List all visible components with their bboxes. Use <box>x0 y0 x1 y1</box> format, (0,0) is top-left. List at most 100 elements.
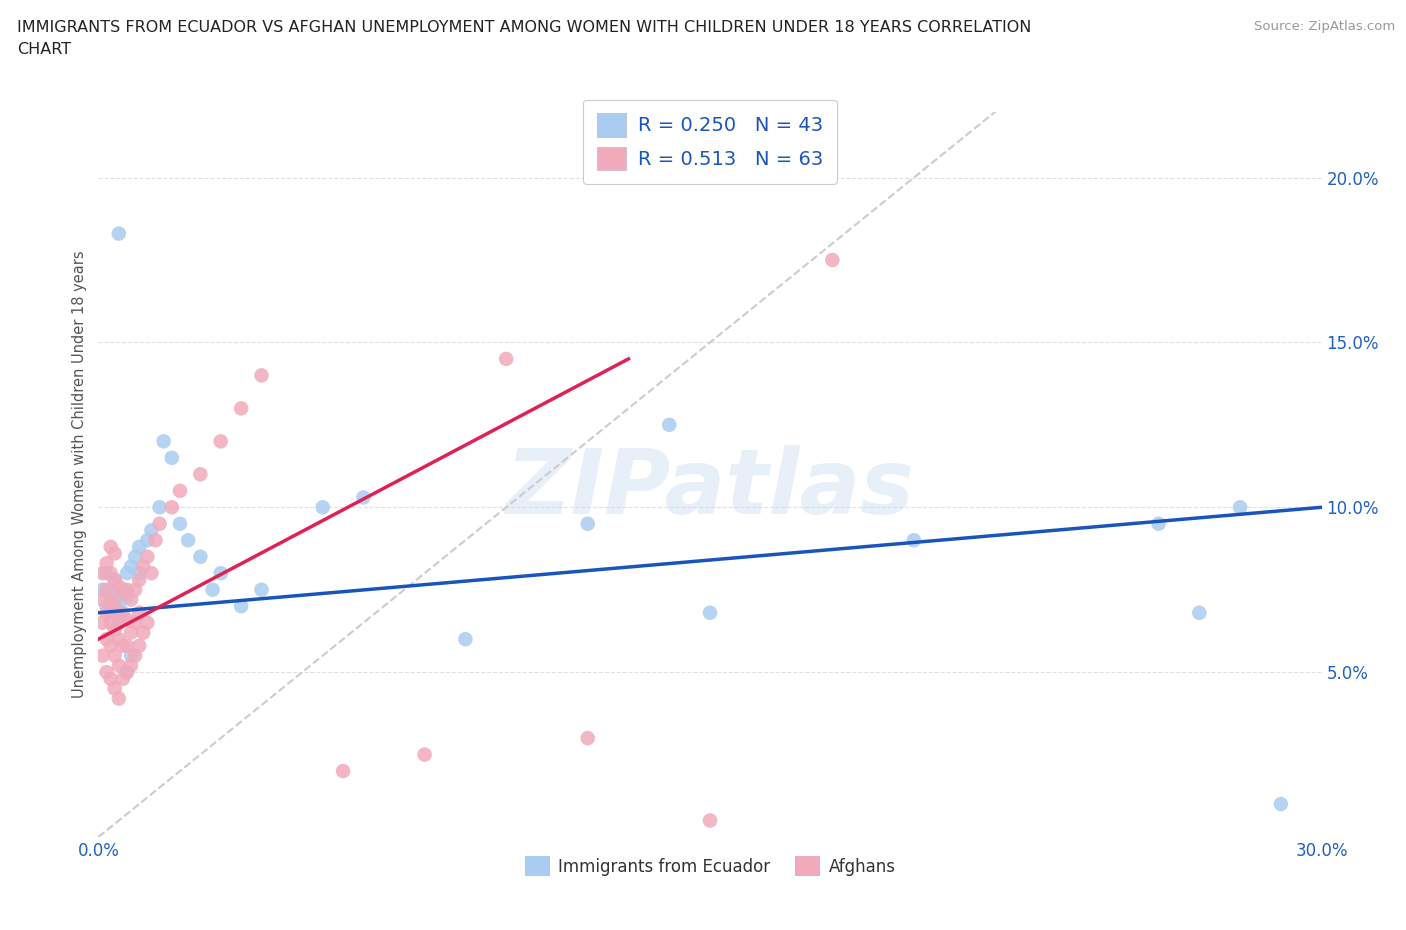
Point <box>124 582 146 597</box>
Point <box>115 665 138 680</box>
Point <box>124 648 146 663</box>
Point <box>250 582 273 597</box>
Point <box>332 764 354 778</box>
Point <box>111 612 134 627</box>
Point <box>96 605 118 620</box>
Point <box>201 582 224 597</box>
Point <box>100 616 122 631</box>
Point <box>100 638 122 653</box>
Point <box>312 499 335 514</box>
Point <box>250 368 273 383</box>
Point <box>115 582 138 597</box>
Point <box>91 616 114 631</box>
Point <box>128 638 150 653</box>
Text: ZIPatlas: ZIPatlas <box>506 445 914 533</box>
Point <box>128 565 150 580</box>
Point <box>91 648 114 663</box>
Point <box>91 565 114 580</box>
Point <box>177 533 200 548</box>
Y-axis label: Unemployment Among Women with Children Under 18 years: Unemployment Among Women with Children U… <box>72 250 87 698</box>
Point <box>100 539 122 554</box>
Point <box>96 565 118 580</box>
Point <box>128 605 150 620</box>
Point <box>120 648 142 663</box>
Point <box>100 671 122 686</box>
Point <box>115 565 138 580</box>
Point <box>111 671 134 686</box>
Point <box>576 731 599 746</box>
Point <box>132 625 155 640</box>
Point <box>136 550 159 565</box>
Point <box>108 599 131 614</box>
Point <box>111 638 134 653</box>
Point <box>495 352 517 366</box>
Point <box>96 599 118 614</box>
Point <box>104 648 127 663</box>
Point <box>699 813 721 828</box>
Point <box>576 516 599 531</box>
Point <box>104 572 127 587</box>
Point <box>120 625 142 640</box>
Text: CHART: CHART <box>17 42 70 57</box>
Point <box>124 616 146 631</box>
Point <box>699 605 721 620</box>
Point <box>108 658 131 673</box>
Point <box>1147 516 1170 531</box>
Point <box>149 499 172 514</box>
Point <box>104 599 127 614</box>
Point <box>120 559 142 574</box>
Point <box>160 499 183 514</box>
Point <box>108 616 131 631</box>
Point <box>108 579 131 594</box>
Point <box>209 434 232 449</box>
Point <box>91 582 114 597</box>
Point <box>120 658 142 673</box>
Point <box>115 589 138 604</box>
Point <box>132 559 155 574</box>
Point <box>188 467 212 482</box>
Point <box>149 516 172 531</box>
Point <box>658 418 681 432</box>
Point <box>104 572 127 587</box>
Point <box>104 546 127 561</box>
Point <box>231 599 253 614</box>
Point <box>115 638 138 653</box>
Point <box>91 592 114 607</box>
Point <box>903 533 925 548</box>
Point <box>141 565 163 580</box>
Point <box>108 631 131 646</box>
Point <box>111 582 134 597</box>
Point <box>1188 605 1211 620</box>
Point <box>100 605 122 620</box>
Text: IMMIGRANTS FROM ECUADOR VS AFGHAN UNEMPLOYMENT AMONG WOMEN WITH CHILDREN UNDER 1: IMMIGRANTS FROM ECUADOR VS AFGHAN UNEMPL… <box>17 20 1031 35</box>
Point <box>128 572 150 587</box>
Point <box>115 612 138 627</box>
Point <box>1270 797 1292 812</box>
Legend: Immigrants from Ecuador, Afghans: Immigrants from Ecuador, Afghans <box>517 849 903 884</box>
Point <box>108 605 131 620</box>
Point <box>136 616 159 631</box>
Point <box>454 631 477 646</box>
Point <box>141 523 163 538</box>
Point <box>96 631 118 646</box>
Point <box>169 516 191 531</box>
Point <box>104 681 127 696</box>
Point <box>1229 499 1251 514</box>
Point <box>160 450 183 465</box>
Point <box>209 565 232 580</box>
Point <box>96 556 118 571</box>
Point <box>100 592 122 607</box>
Point <box>352 490 374 505</box>
Point <box>152 434 174 449</box>
Point <box>96 582 118 597</box>
Text: Source: ZipAtlas.com: Source: ZipAtlas.com <box>1254 20 1395 33</box>
Point <box>108 691 131 706</box>
Point <box>104 592 127 607</box>
Point <box>100 582 122 597</box>
Point <box>128 539 150 554</box>
Point <box>413 747 436 762</box>
Point <box>188 550 212 565</box>
Point <box>115 665 138 680</box>
Point <box>231 401 253 416</box>
Point <box>111 586 134 601</box>
